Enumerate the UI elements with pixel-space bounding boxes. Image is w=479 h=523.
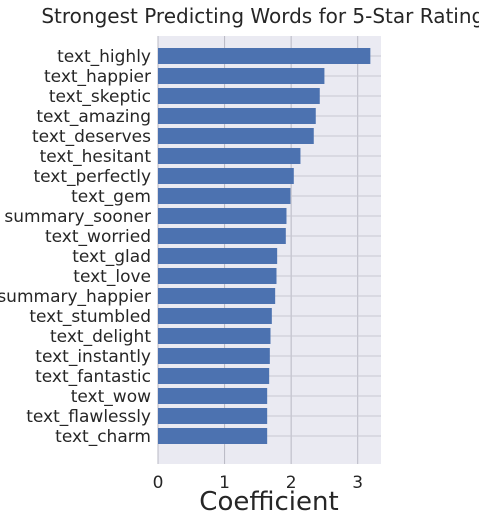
bar-text-delight <box>158 328 271 344</box>
bar-text-amazing <box>158 108 316 124</box>
category-label: text_skeptic <box>49 87 151 107</box>
x-tick-label: 0 <box>153 473 164 493</box>
bar-text-perfectly <box>158 168 294 184</box>
bar-text-worried <box>158 228 286 244</box>
category-label: text_amazing <box>36 107 151 127</box>
category-label: summary_sooner <box>4 207 151 227</box>
category-label: text_love <box>73 267 151 287</box>
bar-text-stumbled <box>158 308 272 324</box>
category-label: text_hesitant <box>40 147 152 167</box>
x-tick-label: 1 <box>219 473 230 493</box>
category-label: text_glad <box>72 247 151 267</box>
bar-text-highly <box>158 48 371 64</box>
category-label: text_delight <box>50 327 151 347</box>
bar-text-happier <box>158 68 325 84</box>
category-label: text_deserves <box>32 127 151 147</box>
bars <box>158 48 371 444</box>
bar-text-instantly <box>158 348 270 364</box>
bar-text-charm <box>158 428 268 444</box>
category-label: text_gem <box>71 187 151 207</box>
category-label: text_stumbled <box>29 307 151 327</box>
bar-text-hesitant <box>158 148 301 164</box>
category-label: text_instantly <box>35 347 151 367</box>
x-axis-label: Coefficient <box>199 487 338 517</box>
category-label: text_happier <box>44 67 151 87</box>
category-label: text_wow <box>71 387 151 407</box>
x-tick-label: 3 <box>352 473 363 493</box>
bar-text-flawlessly <box>158 408 268 424</box>
x-tick-labels: 0 1 2 3 <box>153 473 364 493</box>
bar-text-gem <box>158 188 291 204</box>
chart-title: Strongest Predicting Words for 5-Star Ra… <box>41 4 479 28</box>
bar-text-glad <box>158 248 278 264</box>
bar-text-deserves <box>158 128 314 144</box>
bar-text-skeptic <box>158 88 320 104</box>
category-label: text_worried <box>45 227 151 247</box>
category-label: text_fantastic <box>35 367 151 387</box>
category-label: text_flawlessly <box>26 407 151 427</box>
category-labels: text_highlytext_happiertext_skeptictext_… <box>0 47 151 447</box>
bar-summary-sooner <box>158 208 287 224</box>
category-label: text_highly <box>57 47 151 67</box>
category-label: text_perfectly <box>33 167 151 187</box>
category-label: text_charm <box>55 427 151 447</box>
x-tick-label: 2 <box>286 473 297 493</box>
bar-text-love <box>158 268 277 284</box>
category-label: summary_happier <box>0 287 151 307</box>
bar-text-wow <box>158 388 268 404</box>
bar-text-fantastic <box>158 368 270 384</box>
bar-summary-happier <box>158 288 276 304</box>
